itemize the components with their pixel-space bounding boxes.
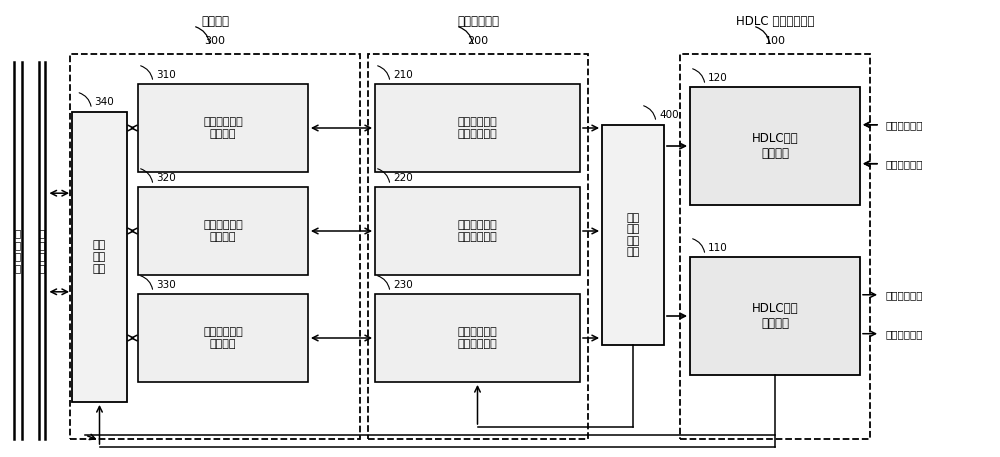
- Text: 顶层
控制
模块: 顶层 控制 模块: [93, 240, 106, 274]
- Text: 同步时钟输入: 同步时钟输入: [885, 159, 923, 169]
- Bar: [70, 54, 360, 439]
- Bar: [690, 87, 860, 205]
- Text: 串行数据输入: 串行数据输入: [885, 120, 923, 130]
- Text: 控
制
总
线: 控 制 总 线: [15, 228, 21, 273]
- Text: 100: 100: [765, 36, 786, 46]
- Bar: [138, 294, 308, 382]
- Text: 数
据
总
线: 数 据 总 线: [39, 228, 45, 273]
- Text: 串行数据输出: 串行数据输出: [885, 290, 923, 300]
- Bar: [690, 257, 860, 375]
- Text: 210: 210: [393, 70, 413, 80]
- Bar: [680, 54, 870, 439]
- Bar: [368, 54, 588, 439]
- Bar: [138, 187, 308, 275]
- Text: 310: 310: [156, 70, 176, 80]
- Bar: [72, 112, 127, 402]
- Text: 标准传输模式
控制模块: 标准传输模式 控制模块: [203, 117, 243, 139]
- Text: 信号
多路
复用
模块: 信号 多路 复用 模块: [626, 213, 640, 257]
- Text: HDLC数据
接收模块: HDLC数据 接收模块: [752, 132, 798, 160]
- Text: HDLC数据
发送模块: HDLC数据 发送模块: [752, 302, 798, 330]
- Bar: [375, 294, 580, 382]
- Bar: [375, 84, 580, 172]
- Text: 120: 120: [708, 73, 728, 83]
- Text: 主控单元: 主控单元: [201, 15, 229, 28]
- Text: 响应传输模式
控制模块: 响应传输模式 控制模块: [203, 327, 243, 349]
- Text: 300: 300: [205, 36, 226, 46]
- Text: 数据缓存单元: 数据缓存单元: [457, 15, 499, 28]
- Text: 响应传输模式
数据缓存模块: 响应传输模式 数据缓存模块: [458, 327, 497, 349]
- Bar: [138, 84, 308, 172]
- Text: 220: 220: [393, 173, 413, 183]
- Bar: [602, 125, 664, 345]
- Text: 定时传输模式
控制模块: 定时传输模式 控制模块: [203, 220, 243, 242]
- Bar: [375, 187, 580, 275]
- Text: 400: 400: [659, 110, 679, 120]
- Text: 230: 230: [393, 280, 413, 290]
- Text: HDLC 协议传输单元: HDLC 协议传输单元: [736, 15, 814, 28]
- Text: 330: 330: [156, 280, 176, 290]
- Text: 定时传输模式
数据缓存模块: 定时传输模式 数据缓存模块: [458, 220, 497, 242]
- Text: 320: 320: [156, 173, 176, 183]
- Text: 110: 110: [708, 243, 728, 253]
- Text: 340: 340: [94, 97, 114, 107]
- Text: 标准传输模式
数据缓存模块: 标准传输模式 数据缓存模块: [458, 117, 497, 139]
- Text: 200: 200: [467, 36, 489, 46]
- Text: 同步时钟输出: 同步时钟输出: [885, 329, 923, 339]
